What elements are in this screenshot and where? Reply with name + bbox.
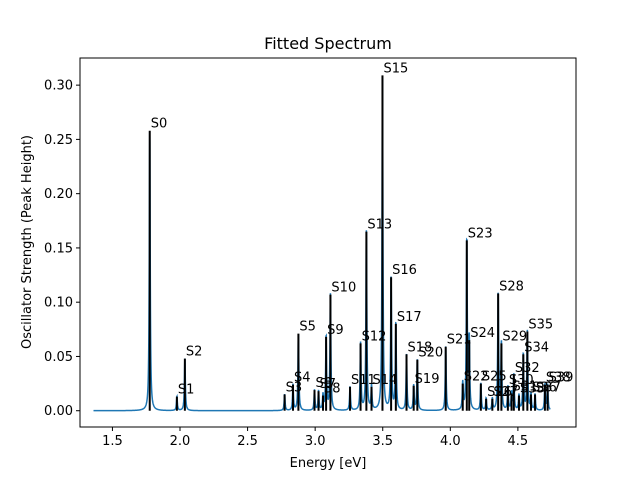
y-tick-label: 0.00 bbox=[44, 404, 73, 419]
x-axis: 1.5 2.0 2.5 3.0 3.5 4.0 4.5 bbox=[102, 427, 528, 449]
peak-label-s36: S36 bbox=[532, 380, 557, 395]
peak-label-s20: S20 bbox=[418, 346, 443, 361]
peak-label-s23: S23 bbox=[468, 226, 493, 241]
peak-label-s14: S14 bbox=[373, 373, 398, 388]
peak-label-s39: S39 bbox=[549, 371, 574, 386]
peak-label-s17: S17 bbox=[397, 310, 422, 325]
peak-label-s38: S38 bbox=[546, 371, 571, 386]
peak-label-s22: S22 bbox=[464, 370, 489, 385]
y-axis-label: Oscillator Strength (Peak Height) bbox=[20, 135, 35, 349]
peak-label-s37: S37 bbox=[536, 380, 561, 395]
x-tick-label: 3.5 bbox=[372, 434, 393, 449]
peak-label-s13: S13 bbox=[367, 218, 392, 233]
peak-label-s26: S26 bbox=[487, 385, 512, 400]
peak-label-s27: S27 bbox=[493, 385, 518, 400]
fitted-curve bbox=[93, 77, 551, 412]
peak-label-s0: S0 bbox=[151, 117, 168, 132]
peak-label-s18: S18 bbox=[408, 340, 433, 355]
peak-label-s2: S2 bbox=[186, 345, 203, 360]
peak-label-s8: S8 bbox=[324, 382, 341, 397]
y-axis: 0.00 0.05 0.10 0.15 0.20 0.25 0.30 bbox=[44, 79, 80, 419]
peak-label-s4: S4 bbox=[294, 371, 311, 386]
peak-label-s11: S11 bbox=[351, 373, 376, 388]
peak-label-s7: S7 bbox=[320, 377, 337, 392]
peak-label-s3: S3 bbox=[286, 380, 303, 395]
peak-label-s30: S30 bbox=[509, 373, 534, 388]
x-tick-label: 2.5 bbox=[237, 434, 258, 449]
peak-label-s19: S19 bbox=[415, 372, 440, 387]
x-axis-label: Energy [eV] bbox=[290, 456, 367, 471]
peak-label-s12: S12 bbox=[362, 329, 387, 344]
chart-title: Fitted Spectrum bbox=[264, 34, 392, 53]
y-tick-label: 0.10 bbox=[44, 296, 73, 311]
plot-frame bbox=[79, 57, 577, 428]
x-tick-label: 4.0 bbox=[440, 434, 461, 449]
peak-label-s6: S6 bbox=[315, 376, 332, 391]
x-tick-label: 4.5 bbox=[508, 434, 529, 449]
peak-label-s25: S25 bbox=[482, 370, 507, 385]
y-tick-label: 0.30 bbox=[44, 79, 73, 94]
peak-label-s16: S16 bbox=[392, 263, 417, 278]
peak-label-s24: S24 bbox=[470, 326, 495, 341]
peak-label-s32: S32 bbox=[515, 361, 540, 376]
x-tick-label: 1.5 bbox=[102, 434, 123, 449]
peak-label-s9: S9 bbox=[327, 323, 344, 338]
peak-label-s28: S28 bbox=[499, 280, 524, 295]
x-tick-label: 3.0 bbox=[305, 434, 326, 449]
y-tick-label: 0.05 bbox=[44, 350, 73, 365]
peak-label-s33: S33 bbox=[520, 382, 545, 397]
y-tick-label: 0.20 bbox=[44, 187, 73, 202]
x-tick-label: 2.0 bbox=[170, 434, 191, 449]
peak-label-s34: S34 bbox=[524, 340, 549, 355]
peak-label-s35: S35 bbox=[528, 317, 553, 332]
peak-label-s10: S10 bbox=[331, 281, 356, 296]
stick-series bbox=[148, 75, 549, 411]
y-tick-label: 0.15 bbox=[44, 241, 73, 256]
peak-label-s5: S5 bbox=[299, 320, 316, 335]
y-tick-label: 0.25 bbox=[44, 133, 73, 148]
peak-label-s29: S29 bbox=[502, 329, 527, 344]
peak-label-s21: S21 bbox=[447, 333, 472, 348]
peak-label-s31: S31 bbox=[513, 379, 538, 394]
peak-label-s15: S15 bbox=[383, 61, 408, 76]
peak-label-s1: S1 bbox=[178, 383, 195, 398]
